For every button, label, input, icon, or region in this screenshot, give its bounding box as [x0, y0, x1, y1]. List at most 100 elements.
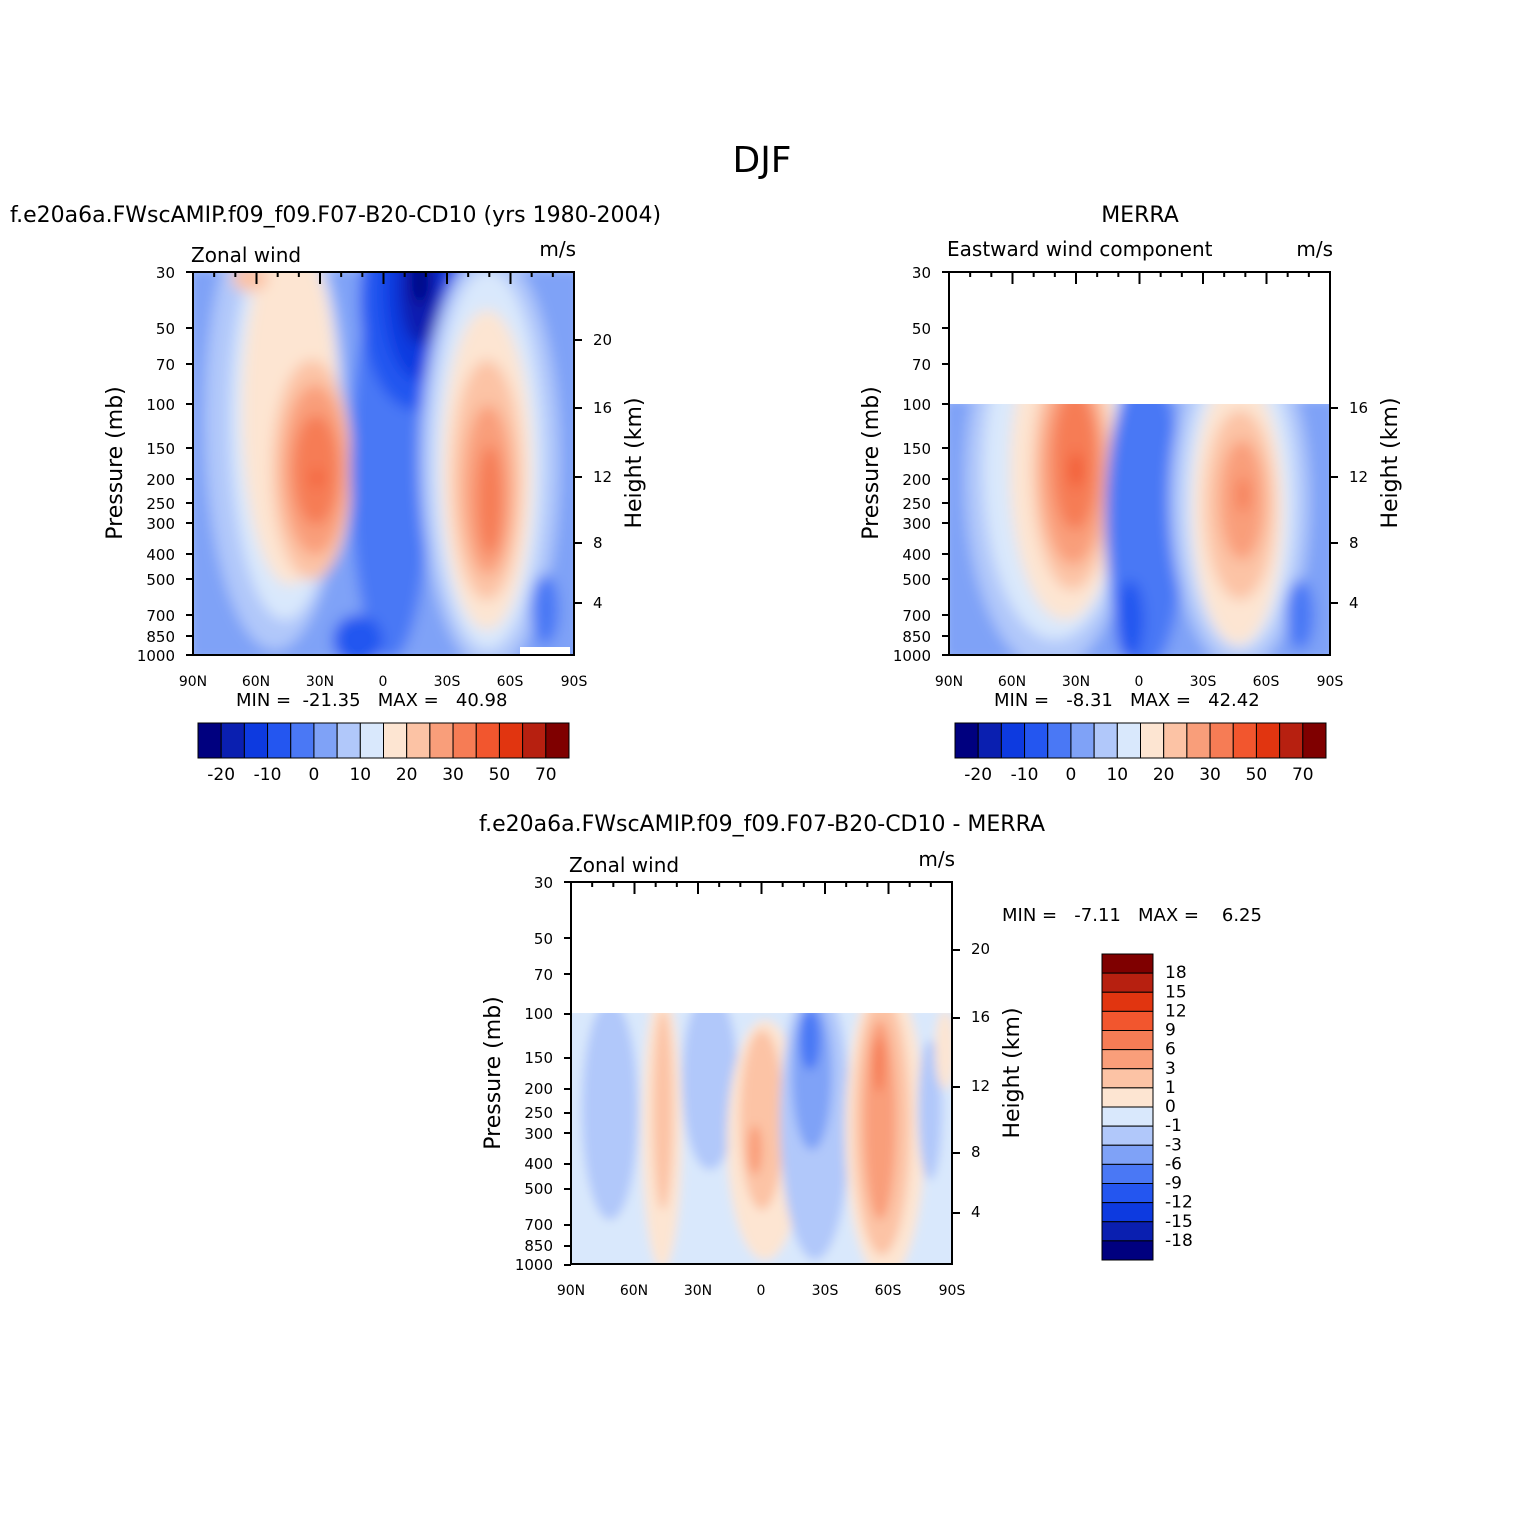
colorbar-box-5: [1101, 1049, 1154, 1070]
right-units-label: m/s: [1296, 237, 1333, 261]
colorbar-box-0: [954, 722, 979, 759]
colorbar-label: 10: [1106, 765, 1128, 785]
colorbar-box-8: [1140, 722, 1165, 759]
diff-contour-field: [571, 1013, 952, 1264]
colorbar-label: 6: [1165, 1040, 1176, 1060]
panel-2-tick-marks: [564, 881, 960, 1266]
right-p-tick-70: 70: [912, 356, 931, 374]
right-y-axis-label: Pressure (mb): [859, 386, 884, 540]
left-h-tick-4: 4: [593, 594, 603, 612]
left-p-tick-700: 700: [146, 607, 175, 625]
right-p-tick-850: 850: [902, 628, 931, 646]
colorbar-label: 0: [1165, 1097, 1176, 1117]
left-lat-30N: 30N: [306, 674, 334, 690]
diff-p-tick-100: 100: [524, 1005, 553, 1023]
left-lat-60S: 60S: [497, 674, 524, 690]
diff-p-tick-1000: 1000: [515, 1256, 553, 1274]
colorbar-label: -3: [1165, 1135, 1182, 1155]
right-p-tick-30: 30: [912, 264, 931, 282]
right-sh-jet-40: [1237, 477, 1249, 513]
colorbar-label: 30: [1199, 765, 1221, 785]
diff-lat-90N: 90N: [557, 1283, 585, 1299]
colorbar-box-3: [1101, 1010, 1154, 1031]
right-p-tick-400: 400: [902, 546, 931, 564]
left-p-tick-30: 30: [156, 264, 175, 282]
colorbar-box-10: [1101, 1144, 1154, 1165]
diff-panel-title: f.e20a6a.FWscAMIP.f09_f09.F07-B20-CD10 -…: [479, 812, 1045, 837]
diff-h-tick-8: 8: [971, 1143, 981, 1161]
left-y-axis-label: Pressure (mb): [103, 386, 128, 540]
colorbar-label: 70: [535, 765, 557, 785]
diff-p-tick-200: 200: [524, 1080, 553, 1098]
colorbar-box-3: [267, 722, 292, 759]
colorbar-box-2: [1000, 722, 1026, 759]
colorbar-label: 9: [1165, 1021, 1176, 1041]
left-h-tick-8: 8: [593, 534, 603, 552]
colorbar-box-0: [197, 722, 222, 759]
colorbar-box-15: [1302, 722, 1327, 759]
diff-pos-eq3: [748, 1125, 762, 1175]
colorbar-label: 20: [1153, 765, 1175, 785]
diff-pos-polar: [935, 1013, 952, 1090]
colorbar-box-8: [383, 722, 408, 759]
colorbar-label: 0: [309, 765, 320, 785]
diff-p-tick-700: 700: [524, 1216, 553, 1234]
colorbar-label: 15: [1165, 982, 1187, 1002]
right-lat-90S: 90S: [1317, 674, 1344, 690]
diff-lat-90S: 90S: [939, 1283, 966, 1299]
right-lat-30S: 30S: [1190, 674, 1217, 690]
colorbar-box-11: [1209, 722, 1234, 759]
left-h-tick-12: 12: [593, 468, 612, 486]
left-min-max: MIN = -21.35 MAX = 40.98: [236, 690, 507, 711]
diff-lat-0: 0: [757, 1283, 766, 1299]
right-p-tick-700: 700: [902, 607, 931, 625]
left-missing-region: [520, 647, 570, 655]
diff-p-tick-30: 30: [534, 874, 553, 892]
colorbar-box-13: [498, 722, 524, 759]
right-pressure-tick-labels: 30 50 70 100 150 200 250 300 400 500 700…: [893, 264, 931, 665]
colorbar-label: -18: [1165, 1231, 1193, 1251]
diff-p-tick-850: 850: [524, 1237, 553, 1255]
colorbar-label: -10: [254, 765, 282, 785]
right-h-tick-16: 16: [1349, 399, 1368, 417]
colorbar-box-11: [452, 722, 477, 759]
colorbar-box-4: [290, 722, 315, 759]
right-panel-title: MERRA: [1101, 203, 1179, 228]
colorbar-label: 12: [1165, 1001, 1187, 1021]
diff-pos-55s4: [874, 1037, 884, 1093]
colorbar-label: 20: [396, 765, 418, 785]
colorbar-label: 0: [1066, 765, 1077, 785]
colorbar-label: -6: [1165, 1154, 1182, 1174]
left-p-tick-400: 400: [146, 546, 175, 564]
diff-h-tick-20: 20: [971, 940, 990, 958]
colorbar-box-2: [1101, 991, 1154, 1012]
colorbar-box-11: [1101, 1163, 1154, 1184]
colorbar-box-5: [1070, 722, 1095, 759]
colorbar-label: -12: [1165, 1193, 1193, 1213]
diff-lat-60S: 60S: [875, 1283, 902, 1299]
diff-pos-eq2: [740, 1030, 784, 1210]
left-p-tick-500: 500: [146, 571, 175, 589]
left-lat-60N: 60N: [242, 674, 270, 690]
right-p-tick-50: 50: [912, 320, 931, 338]
diff-min-max: MIN = -7.11 MAX = 6.25: [1002, 905, 1262, 926]
left-pressure-tick-labels: 30 50 70 100 150 200 250 300 400 500 700…: [137, 264, 175, 665]
left-contour-field: [193, 272, 574, 655]
colorbar-box-2: [243, 722, 269, 759]
left-lat-0: 0: [379, 674, 388, 690]
colorbar-label: 70: [1292, 765, 1314, 785]
right-h-tick-8: 8: [1349, 534, 1359, 552]
diff-p-tick-250: 250: [524, 1104, 553, 1122]
diff-height-tick-labels: 20 16 12 8 4: [971, 940, 990, 1221]
right-h-tick-12: 12: [1349, 468, 1368, 486]
left-units-label: m/s: [539, 237, 576, 261]
diff-neg-30n: [682, 1013, 738, 1170]
colorbar-box-10: [1186, 722, 1211, 759]
diff-p-tick-70: 70: [534, 966, 553, 984]
colorbar-box-7: [1116, 722, 1141, 759]
right-polar-easterly: [1286, 580, 1314, 650]
left-sh-jet-40: [478, 445, 502, 555]
left-p-tick-850: 850: [146, 628, 175, 646]
right-p-tick-200: 200: [902, 471, 931, 489]
